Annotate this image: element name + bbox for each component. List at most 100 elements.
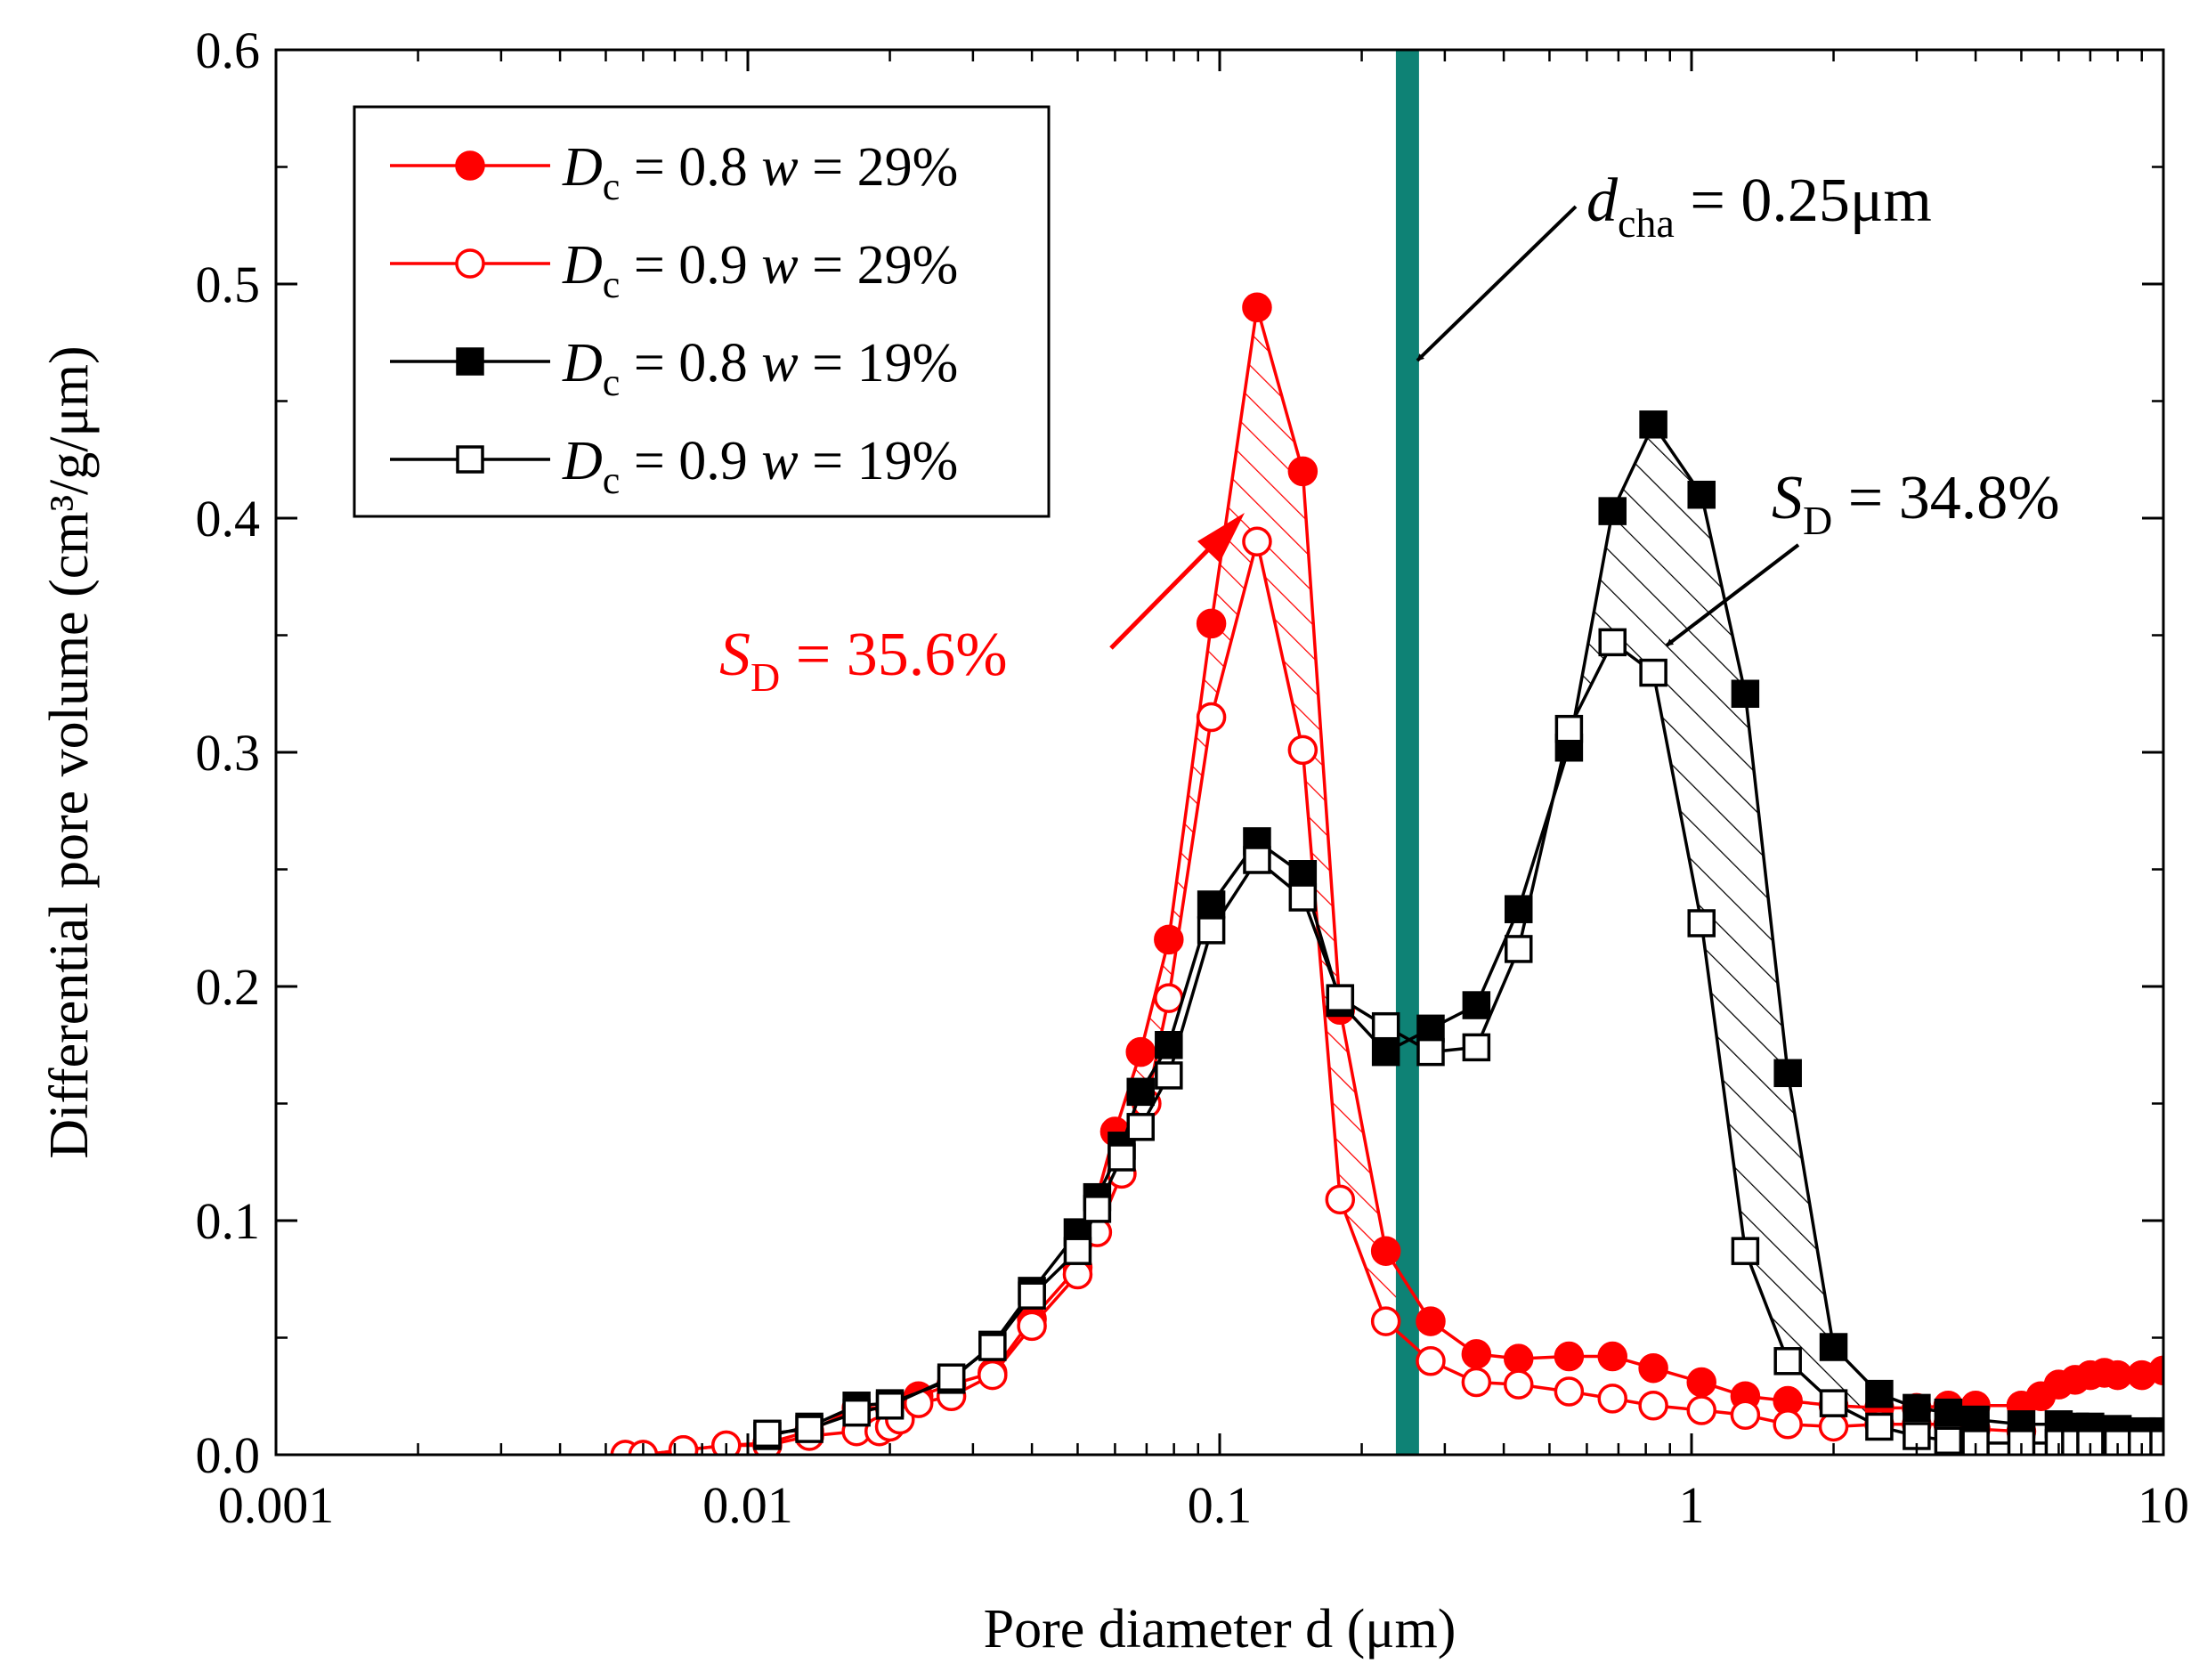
point-dc09-w19 xyxy=(1598,628,1627,657)
x-tick-label: 1 xyxy=(1679,1476,1705,1534)
point-dc08-w29 xyxy=(1370,1236,1401,1266)
point-dc09-w29 xyxy=(1325,1184,1356,1215)
point-dc09-w19 xyxy=(1288,883,1318,912)
point-dc09-w19 xyxy=(1083,1195,1112,1223)
legend-marker xyxy=(456,445,484,474)
point-dc08-w19 xyxy=(1639,410,1667,439)
legend-marker xyxy=(456,347,484,376)
point-dc09-w19 xyxy=(1865,1412,1894,1441)
legend-label: Dc = 0.8 w = 19% xyxy=(562,333,958,404)
point-dc09-w29 xyxy=(1686,1395,1716,1425)
y-tick-label: 0.3 xyxy=(196,724,261,782)
legend-item-dc08-w19: Dc = 0.8 w = 19% xyxy=(390,333,958,404)
point-dc08-w19 xyxy=(1731,679,1760,708)
x-tick-label: 0.01 xyxy=(702,1476,793,1534)
point-dc08-w19 xyxy=(1819,1333,1848,1361)
point-dc08-w29 xyxy=(1242,292,1272,323)
dcha-label: dcha = 0.25μm xyxy=(1586,166,1932,246)
y-tick-label: 0.0 xyxy=(196,1426,261,1484)
point-dc09-w29 xyxy=(1154,983,1184,1013)
point-dc09-w19 xyxy=(1371,1011,1400,1041)
legend-item-dc09-w29: Dc = 0.9 w = 29% xyxy=(390,235,958,306)
point-dc09-w19 xyxy=(1934,1426,1963,1455)
point-dc08-w19 xyxy=(1371,1037,1400,1067)
point-dc08-w29 xyxy=(1686,1367,1716,1398)
point-dc09-w19 xyxy=(1326,984,1355,1012)
point-dc09-w19 xyxy=(1063,1237,1092,1265)
hatched-regions xyxy=(1115,307,1879,1427)
hatch-black-region xyxy=(1569,424,1879,1427)
point-dc09-w19 xyxy=(978,1333,1007,1361)
y-tick-label: 0.5 xyxy=(196,256,261,313)
point-dc09-w19 xyxy=(1197,916,1226,945)
point-dc08-w19 xyxy=(1197,890,1226,919)
annotations: dcha = 0.25μm SD = 35.6% SD = 34.8% xyxy=(719,166,2060,700)
y-axis-title: Differential pore volume (cm³/g/μm) xyxy=(39,345,100,1158)
point-dc09-w19 xyxy=(937,1363,966,1392)
point-dc09-w19 xyxy=(1731,1237,1760,1265)
legend-marker xyxy=(455,248,485,279)
series-dc09-w19 xyxy=(753,628,2163,1455)
y-tick-label: 0.1 xyxy=(196,1192,261,1250)
point-dc08-w19 xyxy=(1416,1014,1445,1043)
point-dc09-w29 xyxy=(1554,1376,1585,1407)
point-dc09-w29 xyxy=(1287,734,1319,766)
point-dc08-w19 xyxy=(1934,1398,1963,1427)
x-axis-title: Pore diameter d (μm) xyxy=(984,1599,1456,1660)
sd-red-label: SD = 35.6% xyxy=(719,621,1008,700)
point-dc08-w19 xyxy=(1773,1059,1802,1088)
point-dc08-w19 xyxy=(1687,480,1716,509)
point-dc09-w19 xyxy=(1687,909,1716,937)
legend-marker xyxy=(455,150,485,181)
point-dc09-w19 xyxy=(1554,714,1584,743)
sd-black-arrow xyxy=(1665,543,1800,647)
point-dc09-w29 xyxy=(1638,1391,1668,1421)
series-dc08-w19 xyxy=(753,410,2163,1450)
series-layer xyxy=(610,292,2163,1455)
point-dc09-w19 xyxy=(795,1415,824,1443)
dcha-arrow xyxy=(1416,205,1578,362)
point-dc09-w19 xyxy=(753,1419,782,1449)
point-dc08-w19 xyxy=(1288,860,1318,889)
legend: Dc = 0.8 w = 29% Dc = 0.9 w = 29% Dc = 0.8… xyxy=(353,105,1051,518)
point-dc08-w19 xyxy=(1462,991,1491,1019)
point-dc09-w29 xyxy=(1597,1384,1627,1414)
series-line-dc08-w19 xyxy=(767,421,2163,1438)
sd-red-arrowhead xyxy=(1197,513,1245,563)
point-dc09-w29 xyxy=(1773,1409,1803,1440)
legend-label: Dc = 0.8 w = 29% xyxy=(562,137,958,208)
point-dc08-w19 xyxy=(1903,1393,1931,1423)
point-dc08-w19 xyxy=(1865,1379,1894,1408)
point-dc09-w29 xyxy=(1416,1346,1446,1376)
point-dc08-w19 xyxy=(1961,1405,1990,1434)
point-dc08-w29 xyxy=(1554,1341,1585,1372)
point-dc08-w19 xyxy=(1126,1077,1155,1107)
point-dc09-w29 xyxy=(1503,1369,1534,1400)
point-dc09-w19 xyxy=(1819,1389,1848,1417)
point-dc08-w29 xyxy=(1638,1352,1668,1384)
legend-item-dc09-w19: Dc = 0.9 w = 19% xyxy=(390,431,958,502)
sd-black-label: SD = 34.8% xyxy=(1772,464,2060,543)
y-tick-label: 0.4 xyxy=(196,490,261,548)
point-dc09-w29 xyxy=(668,1434,699,1455)
point-dc09-w29 xyxy=(1196,702,1227,733)
point-dc09-w19 xyxy=(1773,1347,1802,1376)
point-dc09-w19 xyxy=(842,1398,871,1427)
point-dc08-w29 xyxy=(1196,608,1227,639)
point-dc08-w29 xyxy=(1461,1339,1492,1369)
point-dc09-w19 xyxy=(1462,1033,1491,1062)
point-dc08-w29 xyxy=(1125,1036,1156,1067)
point-dc09-w19 xyxy=(1504,935,1533,963)
point-dc09-w19 xyxy=(1126,1113,1155,1141)
point-dc08-w29 xyxy=(1597,1341,1627,1372)
y-tick-label: 0.6 xyxy=(196,21,261,79)
point-dc09-w19 xyxy=(875,1392,905,1420)
point-dc08-w19 xyxy=(1598,497,1627,525)
point-dc08-w29 xyxy=(1287,456,1319,487)
x-tick-label: 0.1 xyxy=(1188,1476,1253,1534)
point-dc09-w19 xyxy=(2149,1429,2163,1455)
point-dc09-w19 xyxy=(1243,846,1271,874)
point-dc09-w29 xyxy=(1818,1411,1849,1442)
